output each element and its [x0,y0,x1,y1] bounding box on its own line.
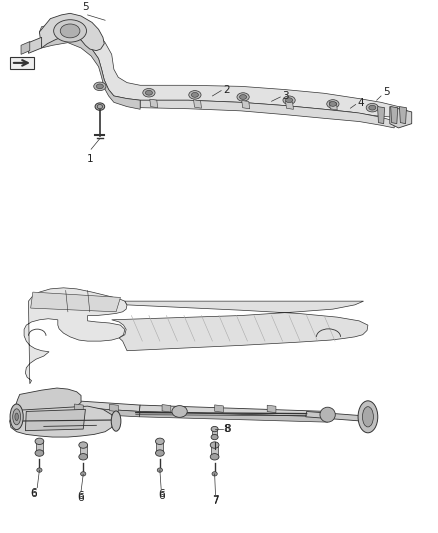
Ellipse shape [240,95,247,100]
Polygon shape [39,21,407,117]
Ellipse shape [13,409,21,425]
Ellipse shape [111,411,121,431]
Ellipse shape [94,82,106,91]
Text: 3: 3 [283,91,289,101]
Polygon shape [25,409,85,431]
Polygon shape [329,102,337,110]
Ellipse shape [95,103,105,110]
Ellipse shape [210,442,219,448]
Text: 4: 4 [358,99,364,108]
Polygon shape [39,13,104,51]
Polygon shape [150,99,158,108]
Ellipse shape [210,454,219,460]
Ellipse shape [15,413,18,421]
Text: 5: 5 [82,2,89,12]
Ellipse shape [10,404,23,430]
Polygon shape [18,397,140,411]
Polygon shape [156,441,163,453]
Ellipse shape [172,406,187,417]
Text: 6: 6 [158,489,165,499]
Ellipse shape [35,438,44,445]
Ellipse shape [189,91,201,99]
Polygon shape [399,107,406,124]
Ellipse shape [191,93,198,98]
Polygon shape [10,406,114,437]
Polygon shape [80,445,87,457]
Ellipse shape [362,407,373,427]
Ellipse shape [329,101,336,107]
Ellipse shape [81,472,86,476]
Ellipse shape [143,88,155,97]
Ellipse shape [211,434,218,440]
Ellipse shape [79,454,88,460]
Polygon shape [31,292,120,312]
Ellipse shape [60,24,80,38]
Polygon shape [267,405,276,413]
Text: 7: 7 [212,495,219,505]
Polygon shape [242,101,250,109]
Ellipse shape [37,468,42,472]
Ellipse shape [358,401,378,433]
Polygon shape [139,405,328,417]
Polygon shape [112,301,368,351]
Ellipse shape [212,472,217,476]
Polygon shape [42,35,140,109]
Ellipse shape [155,438,164,445]
Ellipse shape [79,442,88,448]
Text: 8: 8 [224,424,231,434]
Ellipse shape [53,20,86,42]
Polygon shape [21,42,30,54]
Text: 7: 7 [212,496,219,506]
Text: 5: 5 [383,87,390,96]
Ellipse shape [286,98,293,102]
Polygon shape [140,100,394,128]
Polygon shape [74,404,83,411]
Polygon shape [162,405,171,412]
Ellipse shape [211,426,218,432]
Ellipse shape [96,84,103,88]
Text: 6: 6 [31,488,37,498]
Ellipse shape [35,450,44,456]
Text: 6: 6 [78,493,85,503]
Polygon shape [211,445,218,457]
Polygon shape [286,101,293,109]
Ellipse shape [155,450,164,456]
Polygon shape [110,404,118,411]
Polygon shape [139,411,328,422]
Polygon shape [10,57,34,69]
Text: 8: 8 [223,424,230,434]
Ellipse shape [157,468,162,472]
Polygon shape [390,107,412,128]
Polygon shape [24,288,127,384]
Ellipse shape [145,90,152,95]
Text: 6: 6 [158,491,165,501]
Text: 2: 2 [223,85,230,94]
Ellipse shape [237,93,249,101]
Ellipse shape [369,106,376,110]
Text: 6: 6 [78,491,85,502]
Polygon shape [15,388,81,414]
Polygon shape [18,404,140,417]
Polygon shape [306,411,377,422]
Ellipse shape [283,96,295,104]
Ellipse shape [320,407,336,422]
Polygon shape [391,107,398,124]
Polygon shape [378,107,385,124]
Polygon shape [215,405,223,413]
Polygon shape [28,37,42,53]
Ellipse shape [327,100,339,108]
Polygon shape [36,441,43,453]
Text: 1: 1 [87,154,94,164]
Polygon shape [194,100,201,108]
Ellipse shape [366,103,378,112]
Polygon shape [212,429,217,437]
Text: 6: 6 [31,489,37,499]
